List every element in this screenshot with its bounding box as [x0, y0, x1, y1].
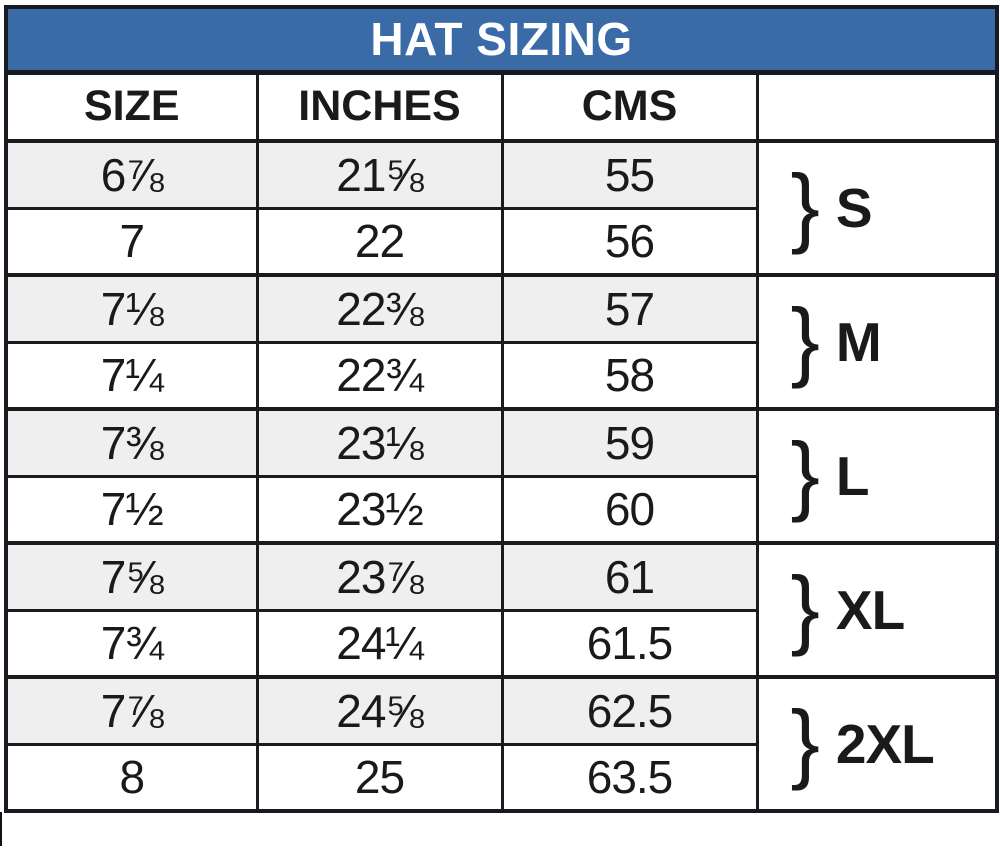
table-row: 7¼ 22¾ 58 [4, 340, 997, 411]
cms-cell: 60 [500, 474, 759, 545]
table-row: 7⅝ 23⅞ 61 } XL [4, 541, 999, 679]
inches-cell: 24⅝ [255, 675, 504, 746]
brace-glyph: } [790, 290, 820, 390]
brace-glyph: } [790, 424, 820, 524]
title-row: HAT SIZING [6, 7, 997, 75]
brace-glyph: } [790, 558, 820, 658]
hat-sizing-table: HAT SIZING SIZE INCHES CMS 6⅞ 21⅝ 55 } S [4, 5, 999, 813]
size-cell: 7⅝ [4, 541, 259, 612]
size-cell: 7⅜ [4, 407, 259, 478]
column-header-inches: INCHES [255, 70, 504, 143]
group-cell: } XL [755, 541, 999, 679]
header-row: SIZE INCHES CMS [4, 70, 999, 143]
brace-glyph: } [790, 156, 820, 256]
table-row: 8 25 63.5 [4, 742, 997, 813]
table-row: 6⅞ 21⅝ 55 } S [4, 139, 999, 277]
cms-cell: 59 [500, 407, 759, 478]
column-header-cms: CMS [500, 70, 759, 143]
size-cell: 7¾ [4, 608, 259, 679]
cms-cell: 62.5 [500, 675, 759, 746]
group-label: 2XL [835, 713, 935, 775]
table-row: 7 22 56 [4, 206, 997, 277]
inches-cell: 25 [255, 742, 504, 813]
table-row: 7½ 23½ 60 [4, 474, 997, 545]
inches-cell: 23½ [255, 474, 504, 545]
column-header-group [755, 70, 999, 143]
size-cell: 8 [4, 742, 259, 813]
group-label: M [835, 311, 882, 373]
size-cell: 7⅞ [4, 675, 259, 746]
group-cell: } L [755, 407, 999, 545]
cms-cell: 56 [500, 206, 759, 277]
inches-cell: 21⅝ [255, 139, 504, 210]
inches-cell: 23⅛ [255, 407, 504, 478]
inches-cell: 22⅜ [255, 273, 504, 344]
cms-cell: 57 [500, 273, 759, 344]
inches-cell: 22 [255, 206, 504, 277]
table-title: HAT SIZING [6, 7, 997, 75]
table-row: 7¾ 24¼ 61.5 [4, 608, 997, 679]
cms-cell: 58 [500, 340, 759, 411]
table-row: 7⅞ 24⅝ 62.5 } 2XL [4, 675, 999, 813]
cms-cell: 63.5 [500, 742, 759, 813]
cms-cell: 61 [500, 541, 759, 612]
brace-glyph: } [790, 692, 820, 792]
size-cell: 7 [4, 206, 259, 277]
group-label: L [835, 445, 870, 507]
inches-cell: 23⅞ [255, 541, 504, 612]
group-cell: } M [755, 273, 999, 411]
group-cell: } S [755, 139, 999, 277]
group-label: S [835, 177, 873, 239]
table-row: 7⅛ 22⅜ 57 } M [4, 273, 999, 411]
column-header-size: SIZE [4, 70, 259, 143]
table-row: 7⅜ 23⅛ 59 } L [4, 407, 999, 545]
inches-cell: 22¾ [255, 340, 504, 411]
size-cell: 7¼ [4, 340, 259, 411]
cms-cell: 61.5 [500, 608, 759, 679]
cms-cell: 55 [500, 139, 759, 210]
hat-sizing-chart: HAT SIZING SIZE INCHES CMS 6⅞ 21⅝ 55 } S [4, 5, 999, 813]
size-cell: 6⅞ [4, 139, 259, 210]
size-cell: 7½ [4, 474, 259, 545]
inches-cell: 24¼ [255, 608, 504, 679]
group-cell: } 2XL [755, 675, 999, 813]
size-cell: 7⅛ [4, 273, 259, 344]
scan-edge-artifact [0, 812, 2, 846]
group-label: XL [835, 579, 905, 641]
